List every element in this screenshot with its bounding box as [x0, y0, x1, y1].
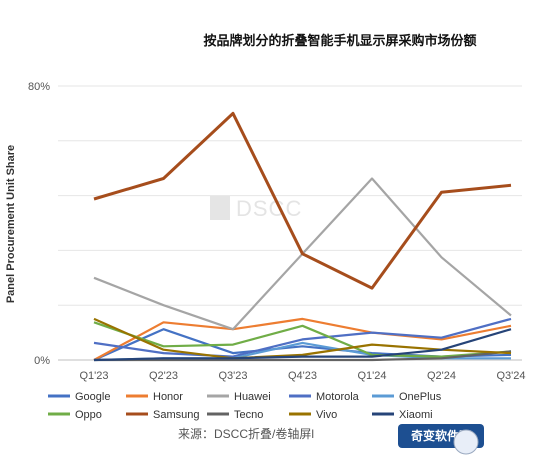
series-line-xiaomi — [93, 328, 512, 362]
source-note: 来源：DSCC折叠/卷轴屏l — [178, 426, 314, 441]
y-tick-label: 0% — [34, 355, 50, 367]
x-ticks: Q1'23 Q2'23 Q3'23 Q4'23 Q1'24 Q2'24 Q3'24 — [79, 370, 525, 382]
legend-label-vivo: Vivo — [316, 409, 337, 421]
legend-label-google: Google — [75, 391, 110, 403]
x-tick-label: Q1'23 — [79, 370, 108, 382]
x-tick-label: Q1'24 — [357, 370, 386, 382]
legend-label-motorola: Motorola — [316, 391, 360, 403]
chart-title: 按品牌划分的折叠智能手机显示屏采购市场份额 — [203, 33, 476, 48]
legend-label-oneplus: OnePlus — [399, 391, 442, 403]
series-line-motorola — [93, 317, 512, 358]
dscc-watermark: DSCC — [210, 196, 302, 221]
x-tick-label: Q3'23 — [218, 370, 247, 382]
x-tick-label: Q2'23 — [149, 370, 178, 382]
legend-label-samsung: Samsung — [153, 409, 199, 421]
legend-label-huawei: Huawei — [234, 391, 271, 403]
x-tick-label: Q3'24 — [496, 370, 525, 382]
y-tick-label: 80% — [28, 81, 50, 93]
gridlines — [58, 85, 522, 361]
legend-label-tecno: Tecno — [234, 409, 263, 421]
x-tick-label: Q2'24 — [427, 370, 456, 382]
legend-label-honor: Honor — [153, 391, 183, 403]
legend-label-xiaomi: Xiaomi — [399, 409, 433, 421]
watermark-text: DSCC — [236, 196, 302, 221]
badge-globe-icon — [453, 429, 479, 455]
x-tick-label: Q4'23 — [288, 370, 317, 382]
series-line-samsung — [93, 111, 512, 290]
legend-label-oppo: Oppo — [75, 409, 102, 421]
site-badge: 奇变软件园 — [398, 424, 484, 455]
watermark-logo-icon — [210, 196, 230, 220]
legend: Google Honor Huawei Motorola OnePlus Oppo Sams… — [48, 391, 442, 421]
series-line-honor — [93, 317, 512, 361]
series-line-tecno — [94, 350, 512, 362]
y-axis-label: Panel Procurement Unit Share — [5, 145, 17, 303]
series-lines — [93, 111, 512, 362]
series-line-oppo — [93, 321, 512, 358]
y-ticks: 80% 0% — [28, 81, 50, 367]
